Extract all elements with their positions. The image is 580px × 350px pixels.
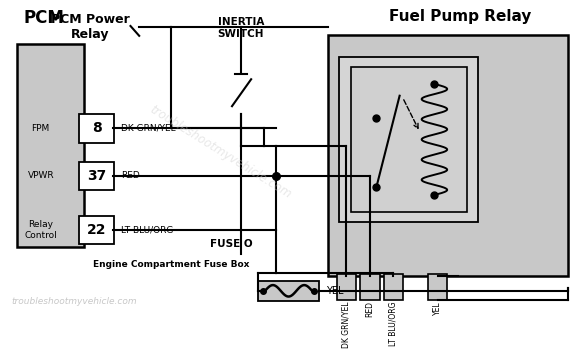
Text: PCM: PCM — [23, 9, 64, 27]
Text: DK GRN/YEL: DK GRN/YEL — [342, 301, 351, 348]
Bar — [328, 35, 568, 276]
Text: FUSE O: FUSE O — [210, 239, 252, 249]
Bar — [258, 280, 319, 301]
Bar — [79, 162, 114, 190]
Text: 8: 8 — [92, 121, 101, 135]
Text: 37: 37 — [87, 169, 107, 183]
Text: LT BLU/ORG: LT BLU/ORG — [121, 225, 173, 234]
Bar — [351, 66, 467, 212]
Text: 22: 22 — [87, 223, 107, 237]
Bar — [17, 44, 84, 247]
Bar — [79, 216, 114, 244]
Text: Relay
Control: Relay Control — [24, 220, 57, 239]
Text: YEL: YEL — [326, 286, 343, 296]
Text: FPM: FPM — [32, 124, 50, 133]
Text: RED: RED — [365, 301, 375, 317]
Bar — [79, 114, 114, 143]
Bar — [339, 57, 478, 222]
Bar — [428, 274, 448, 300]
Text: INERTIA
SWITCH: INERTIA SWITCH — [218, 18, 264, 39]
Text: YEL: YEL — [433, 301, 443, 315]
Text: DK GRN/YEL: DK GRN/YEL — [121, 124, 176, 133]
Bar — [336, 274, 356, 300]
Text: LT BLU/ORG: LT BLU/ORG — [389, 301, 398, 346]
Bar — [384, 274, 403, 300]
Text: Engine Compartment Fuse Box: Engine Compartment Fuse Box — [93, 260, 249, 269]
Text: troubleshootmyvehicle.com: troubleshootmyvehicle.com — [147, 103, 293, 201]
Text: PCM Power
Relay: PCM Power Relay — [50, 13, 129, 41]
Bar — [361, 274, 380, 300]
Text: VPWR: VPWR — [27, 172, 54, 180]
Text: Fuel Pump Relay: Fuel Pump Relay — [389, 9, 531, 24]
Text: troubleshootmyvehicle.com: troubleshootmyvehicle.com — [12, 297, 137, 306]
Text: RED: RED — [121, 172, 140, 180]
